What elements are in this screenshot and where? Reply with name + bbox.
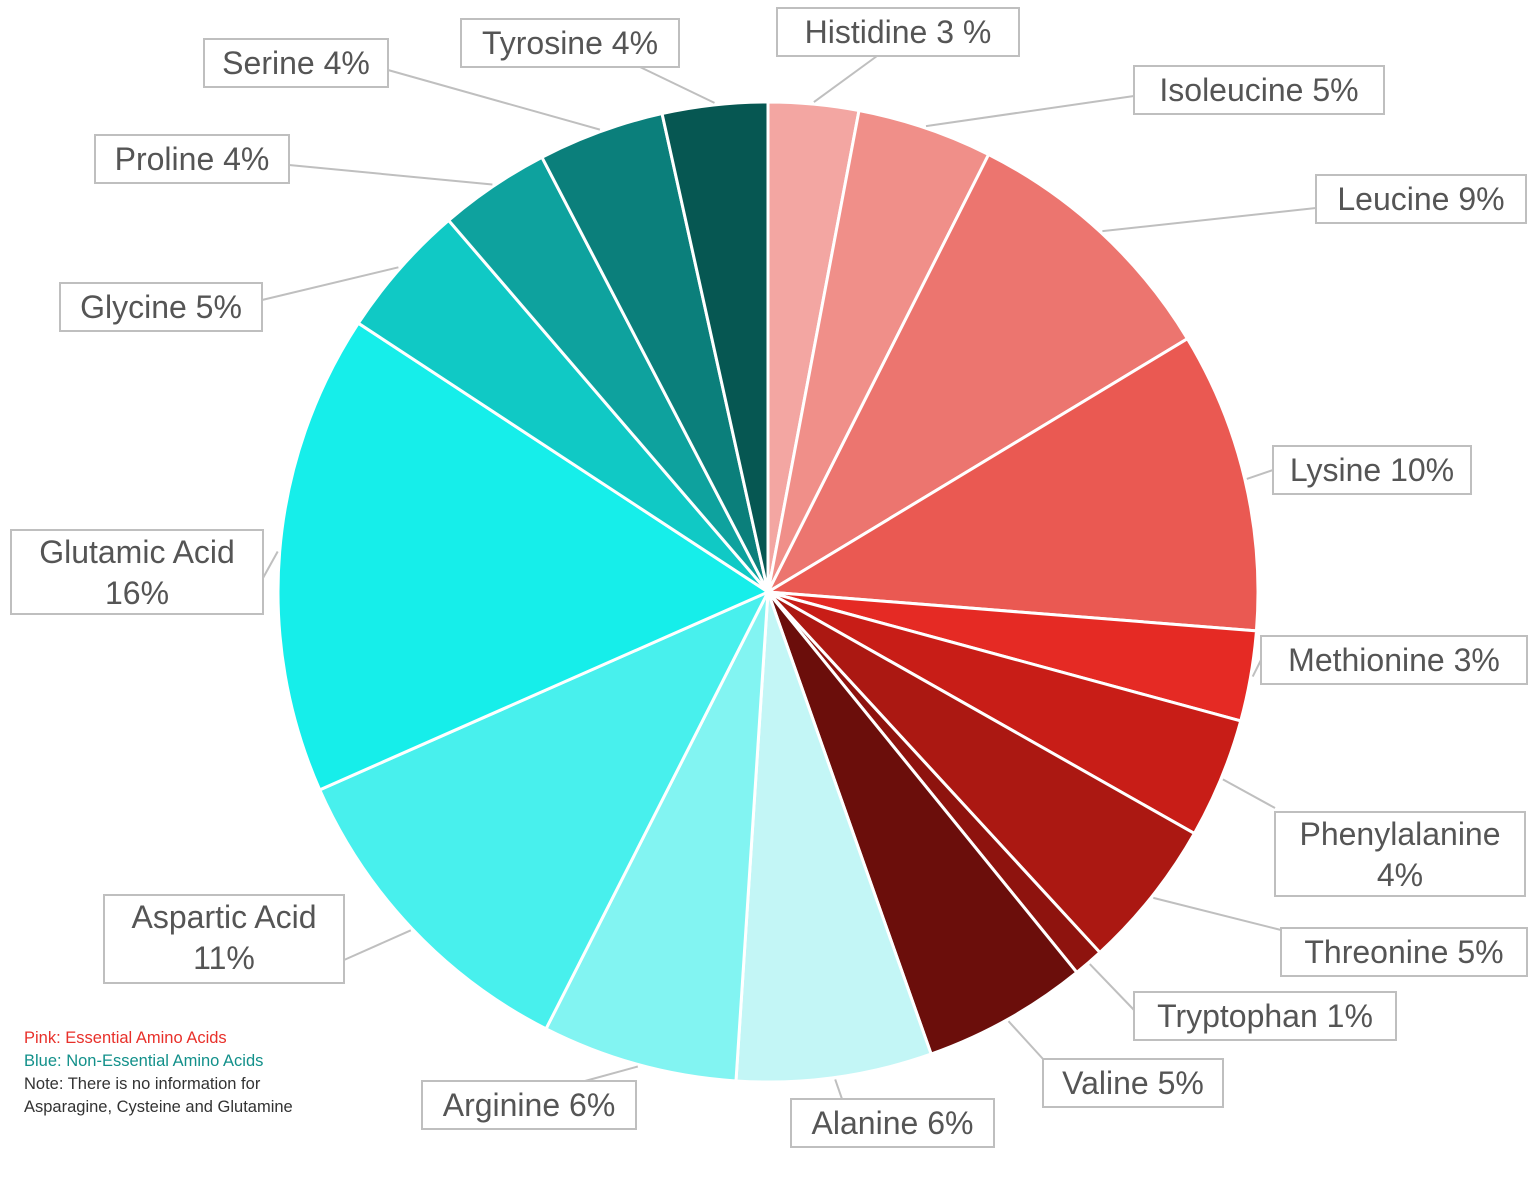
data-label-text: Valine 5% — [1062, 1065, 1204, 1101]
data-label: Lysine 10% — [1272, 445, 1472, 495]
data-label-text: Aspartic Acid 11% — [132, 899, 317, 976]
leader-line — [1102, 207, 1317, 233]
leader-line — [1007, 1020, 1044, 1060]
data-label: Serine 4% — [203, 38, 389, 88]
pie-slice — [766, 591, 1079, 1056]
data-label-box — [421, 1080, 637, 1130]
leader-line — [925, 95, 1135, 128]
data-label: Proline 4% — [94, 134, 290, 184]
data-label: Tyrosine 4% — [460, 18, 680, 68]
pie-slice — [544, 591, 770, 1083]
leader-line — [813, 55, 878, 103]
data-label: Phenylalanine 4% — [1274, 811, 1526, 897]
leader-line — [288, 164, 493, 186]
data-label-box — [10, 529, 264, 615]
data-label-box — [790, 1098, 995, 1148]
leader-line — [1246, 469, 1274, 480]
data-labels-layer: Histidine 3 % Isoleucine 5% Leucine 9% Lysi… — [10, 7, 1528, 1148]
pie-slice — [276, 321, 772, 792]
legend-note: Pink: Essential Amino Acids Blue: Non-Es… — [24, 1027, 324, 1119]
leader-line — [834, 1079, 843, 1100]
data-label-text: Isoleucine 5% — [1159, 72, 1358, 108]
data-label-text: Proline 4% — [115, 141, 270, 177]
legend-essential-text: Pink: Essential Amino Acids — [24, 1029, 227, 1047]
data-label-text: Arginine 6% — [443, 1087, 616, 1123]
data-label: Glycine 5% — [59, 282, 263, 332]
leader-line — [1153, 896, 1282, 931]
data-label-text: Leucine 9% — [1337, 181, 1504, 217]
data-label-text: Alanine 6% — [812, 1105, 974, 1141]
leader-line — [262, 551, 279, 579]
data-label-text: Phenylalanine 4% — [1299, 816, 1500, 893]
data-label-box — [460, 18, 680, 68]
legend-nonessential-text: Blue: Non-Essential Amino Acids — [24, 1052, 264, 1070]
slices-layer — [276, 100, 1260, 1084]
data-label: Histidine 3 % — [776, 7, 1020, 57]
data-label: Alanine 6% — [790, 1098, 995, 1148]
data-label-box — [203, 38, 389, 88]
data-label-text: Lysine 10% — [1290, 452, 1454, 488]
data-label-box — [1133, 65, 1385, 115]
pie-slice — [660, 100, 770, 593]
data-label-text: Histidine 3 % — [805, 14, 992, 50]
pie-slice — [766, 590, 1197, 955]
data-label: Methionine 3% — [1260, 635, 1528, 685]
data-label: Isoleucine 5% — [1133, 65, 1385, 115]
data-label-box — [94, 134, 290, 184]
data-label-text: Glutamic Acid 16% — [39, 534, 235, 611]
data-label-box — [1260, 635, 1528, 685]
data-label-box — [1315, 174, 1527, 224]
data-label-box — [59, 282, 263, 332]
leader-line — [261, 266, 399, 301]
data-label: Threonine 5% — [1280, 927, 1528, 977]
data-label: Glutamic Acid 16% — [10, 529, 264, 615]
pie-slice — [734, 591, 934, 1084]
data-label-text: Tyrosine 4% — [482, 25, 658, 61]
leader-line — [1251, 659, 1262, 678]
data-label-box — [1280, 927, 1528, 977]
leader-line — [1222, 778, 1276, 809]
leader-line — [639, 66, 715, 104]
data-label-text: Tryptophan 1% — [1157, 998, 1373, 1034]
data-label-box — [1042, 1058, 1224, 1108]
leader-lines-layer — [261, 55, 1317, 1100]
data-label: Tryptophan 1% — [1133, 991, 1397, 1041]
pie-slice — [764, 152, 1190, 596]
pie-slice — [317, 588, 772, 1031]
data-label: Arginine 6% — [421, 1080, 637, 1130]
pie-slice — [763, 336, 1260, 633]
missing-info-note: Note: There is no information for Aspara… — [24, 1075, 293, 1116]
data-label: Leucine 9% — [1315, 174, 1527, 224]
data-label: Valine 5% — [1042, 1058, 1224, 1108]
data-label-box — [1133, 991, 1397, 1041]
leader-line — [343, 929, 412, 961]
data-label-box — [1272, 445, 1472, 495]
data-label: Aspartic Acid 11% — [103, 894, 345, 984]
data-label-text: Threonine 5% — [1304, 934, 1503, 970]
leader-line — [584, 1065, 639, 1082]
data-label-text: Glycine 5% — [80, 289, 242, 325]
leader-line — [387, 69, 601, 131]
data-label-box — [1274, 811, 1526, 897]
data-label-text: Serine 4% — [222, 45, 370, 81]
leader-line — [1089, 963, 1135, 1011]
data-label-box — [776, 7, 1020, 57]
data-label-box — [103, 894, 345, 984]
data-label-text: Methionine 3% — [1288, 642, 1500, 678]
